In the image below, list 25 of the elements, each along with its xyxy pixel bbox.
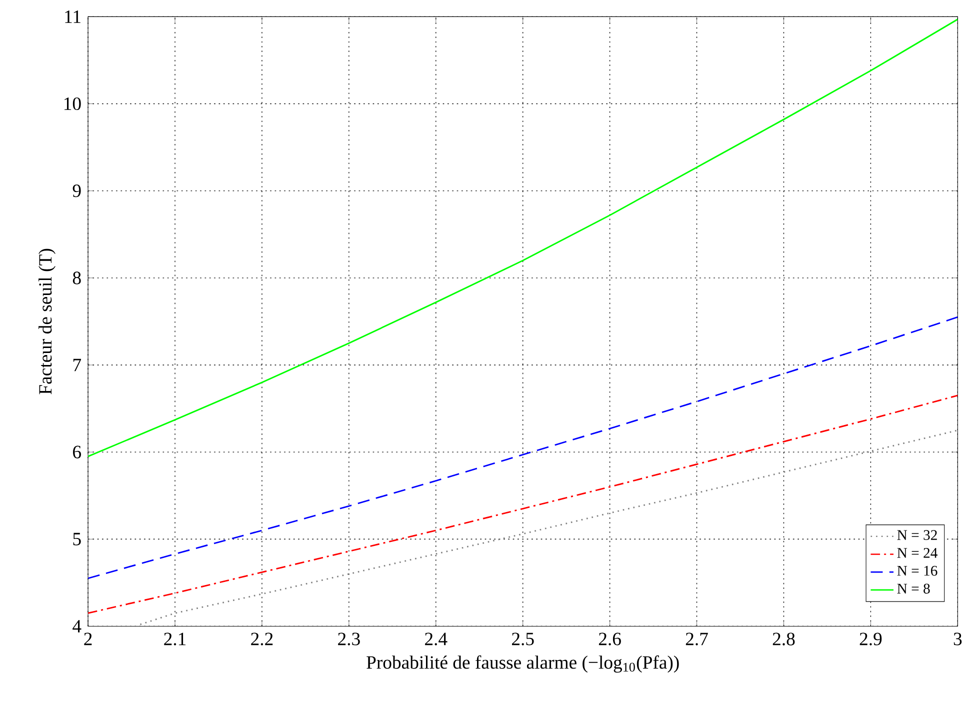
x-tick-label: 2.9 xyxy=(860,632,882,646)
y-tick-label: 6 xyxy=(73,446,81,458)
y-tick-label: 8 xyxy=(72,271,81,284)
y-axis-title: Facteur de seuil (T) xyxy=(38,248,56,394)
y-tick-label: 7 xyxy=(73,358,82,371)
x-tick-label: 3 xyxy=(954,632,962,646)
x-tick-label: 2.8 xyxy=(772,632,795,646)
x-tick-label: 2.2 xyxy=(251,632,273,646)
y-tick-label: 10 xyxy=(64,97,81,110)
y-tick-label: 9 xyxy=(72,184,81,197)
legend-label: N = 8 xyxy=(897,584,930,594)
x-tick-label: 2.3 xyxy=(338,632,360,646)
legend-label: N = 24 xyxy=(897,548,938,558)
x-tick-label: 2 xyxy=(84,632,92,645)
x-tick-label: 2.1 xyxy=(164,632,186,646)
x-tick-label: 2.4 xyxy=(425,632,448,646)
x-tick-label: 2.5 xyxy=(512,632,534,646)
y-tick-label: 4 xyxy=(72,620,82,632)
y-tick-label: 11 xyxy=(65,10,80,23)
x-axis-title: Probabilité de fausse alarme (−log$_{10}$(Pfa)) xyxy=(366,655,679,672)
legend-label: N = 32 xyxy=(897,530,937,540)
y-tick-label: 5 xyxy=(73,532,81,546)
x-tick-label: 2.7 xyxy=(686,632,708,646)
x-tick-label: 2.6 xyxy=(598,632,621,646)
legend-label: N = 16 xyxy=(897,566,938,576)
